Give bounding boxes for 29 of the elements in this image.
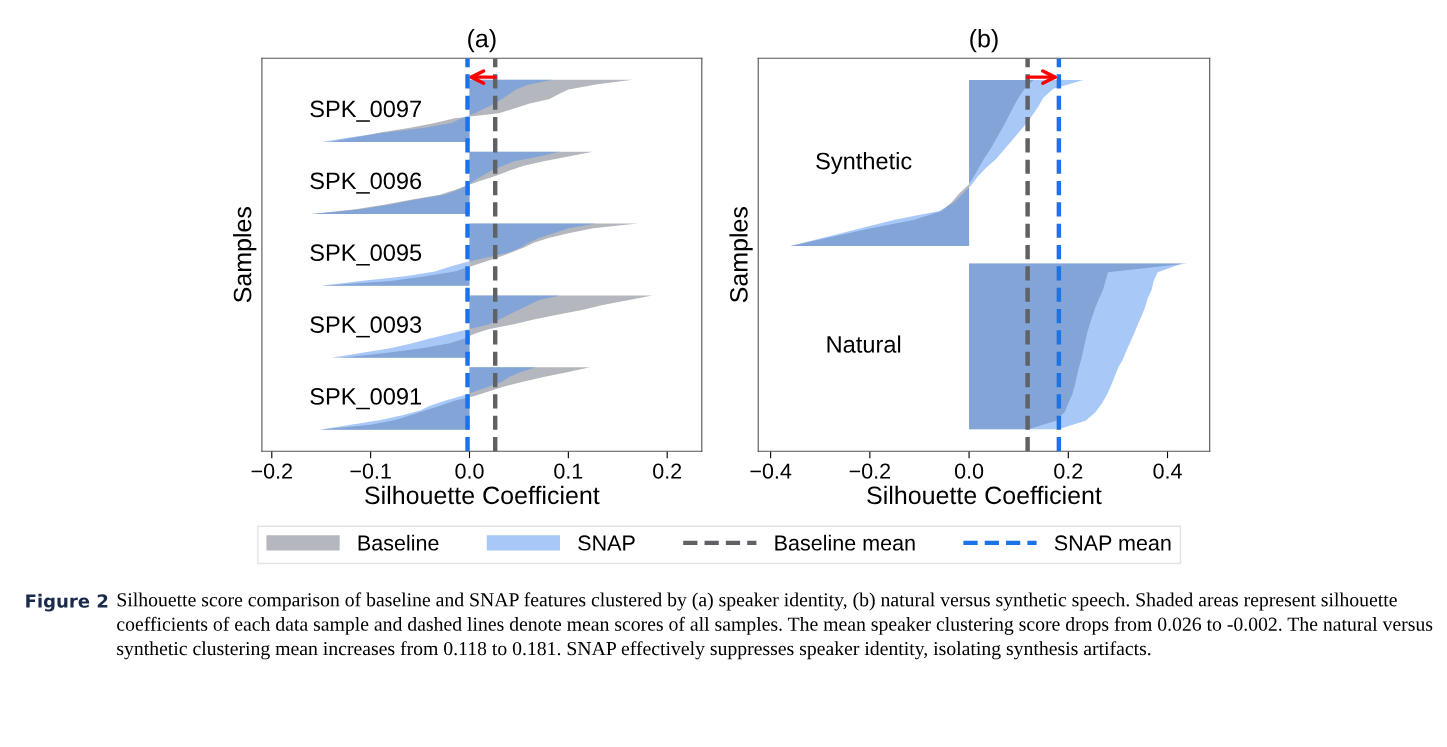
text: Silhouette score comparison of baseline and SNAP features clustered by (a) speaker identity, (b) natural versus synthetic speech. Shaded areas represent silhouette coefficients of each data sample and dashed lines denote mean scores of all samples. The mean speaker clustering score drops from 0.026 to -0.002. The natural versus synthetic clustering mean increases from 0.118 to 0.181. SNAP effectively suppresses speaker identity, isolating synthesis artifacts. [117,592,1433,660]
annotation: SPK_0091 [310,388,421,410]
x-tick-label: −0.2 [849,463,891,479]
x-tick-label: −0.4 [750,463,792,479]
annotation: SPK_0097 [310,100,421,122]
legend-label: SNAP mean [1054,535,1171,551]
x-tick-label: 0.1 [554,463,583,479]
caption: Figure 2 [26,593,108,612]
chart-title: (a) [468,29,496,53]
x-tick-label: 0.0 [954,463,984,479]
legend-label: Baseline [358,534,439,551]
x-axis-title: Silhouette Coefficient [867,485,1102,505]
x-tick-label: 0.2 [1054,463,1083,479]
y-axis-title: Samples [729,206,753,303]
y-axis-title: Samples [233,206,257,303]
legend-label: SNAP [578,535,635,551]
x-tick-label: −0.1 [350,463,391,479]
annotation: Natural [827,335,901,353]
annotation: Synthetic [816,152,912,175]
chart-title: (b) [970,29,998,53]
annotation: SPK_0093 [310,316,422,338]
annotation: SPK_0095 [310,244,422,266]
annotation: SPK_0096 [310,172,422,194]
x-tick-label: 0.2 [653,463,682,479]
x-tick-label: 0.4 [1153,463,1182,479]
legend-label: Baseline mean [775,534,915,551]
x-tick-label: −0.2 [251,463,292,479]
x-tick-label: 0.0 [455,463,484,479]
x-axis-title: Silhouette Coefficient [365,485,600,505]
